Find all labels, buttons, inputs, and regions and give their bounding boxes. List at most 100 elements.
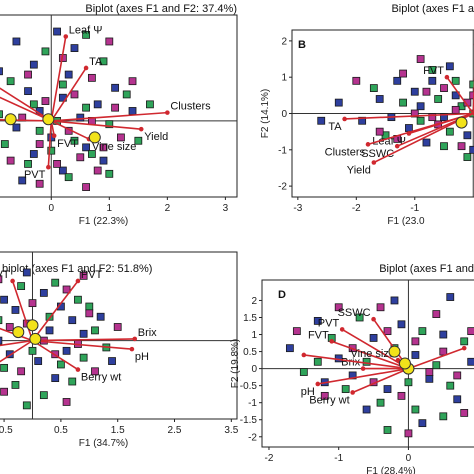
variable-vector [47, 120, 53, 168]
observation-point-green [6, 77, 15, 86]
observation-point-green [399, 98, 407, 107]
vector-tip [461, 345, 467, 351]
observation-point-magenta [292, 327, 301, 336]
variable-vector [32, 338, 135, 342]
observation-point-blue [62, 346, 71, 355]
observation-point-magenta [411, 337, 420, 346]
x-tick-label: -2 [265, 453, 274, 464]
observation-point-magenta [6, 156, 15, 165]
observation-point-green [134, 136, 143, 145]
observation-point-magenta [352, 76, 361, 85]
x-tick-label: -0.5 [0, 425, 13, 436]
vector-tip [350, 390, 355, 395]
vector-tip [444, 74, 450, 80]
vector-label: Berry wt [81, 372, 121, 384]
observation-point-blue [22, 268, 31, 277]
observation-point-green [122, 90, 131, 99]
x-tick-label: -1 [334, 453, 343, 464]
variable-vector [446, 76, 474, 114]
variable-vector [51, 120, 142, 130]
y-tick-label: -1.5 [240, 415, 258, 426]
vector-label: PVT [81, 269, 103, 281]
vector-tip [165, 110, 170, 115]
vector-label: pH [135, 351, 149, 363]
observation-point-magenta [91, 367, 99, 376]
observation-point-magenta [439, 347, 448, 356]
observation-point-blue [428, 76, 437, 85]
variable-vector [303, 354, 409, 370]
observation-point-green [0, 140, 9, 148]
observation-point-green [434, 95, 443, 103]
observation-point-magenta [440, 84, 448, 92]
y-tick-label: 0 [281, 109, 287, 120]
variable-vector [51, 111, 168, 122]
group-centroid [42, 113, 55, 126]
observation-point-magenta [375, 127, 384, 136]
plot-frame [0, 14, 238, 198]
observation-point-green [24, 160, 32, 168]
observation-point-green [28, 346, 37, 355]
observation-point-green [460, 337, 469, 346]
observation-point-blue [393, 76, 402, 85]
observation-point-green [411, 405, 420, 414]
vector-label: SSWC [338, 307, 371, 319]
observation-point-blue [334, 98, 343, 107]
vector-tip [394, 143, 400, 149]
vector-tip [51, 133, 57, 139]
y-tick-label: 1 [251, 330, 257, 341]
observation-point-blue [397, 320, 406, 329]
observation-point-green [416, 116, 425, 125]
variable-vector [0, 339, 33, 347]
observation-point-magenta [82, 183, 90, 191]
vector-tip [371, 160, 377, 165]
observation-point-magenta [416, 55, 425, 63]
y-tick-label: 0 [251, 364, 257, 375]
observation-point-green [35, 126, 44, 135]
variable-vector [50, 67, 87, 122]
variable-vector [32, 339, 132, 350]
observation-point-blue [445, 62, 454, 71]
observation-point-green [41, 47, 50, 56]
observation-point-magenta [0, 387, 8, 396]
observation-point-blue [375, 95, 384, 103]
x-axis-label: F1 (23.0 [387, 216, 425, 227]
observation-point-green [404, 378, 413, 387]
group-centroid [4, 113, 17, 126]
y-tick-label: -1 [278, 145, 287, 156]
vector-label: Brix [341, 357, 360, 369]
observation-point-magenta [28, 299, 37, 308]
vector-tip [75, 278, 81, 284]
x-axis-label: F1 (34.7%) [79, 438, 128, 449]
observation-point-blue [5, 350, 14, 359]
observation-point-magenta [428, 113, 437, 122]
vector-label: FVT [308, 329, 329, 341]
observation-point-blue [34, 357, 43, 365]
observation-point-magenta [432, 310, 441, 318]
observation-point-green [369, 84, 378, 92]
x-tick-label: 3.5 [224, 425, 238, 436]
observation-point-green [29, 100, 38, 109]
observation-point-blue [467, 357, 474, 366]
observation-point-green [299, 368, 308, 376]
observation-point-blue [64, 70, 73, 79]
observation-point-blue [51, 374, 60, 383]
panel-letter: D [278, 289, 286, 301]
observation-point-magenta [376, 303, 385, 312]
x-tick-label: 1.5 [111, 425, 125, 436]
y-axis-label: F2 (14.1%) [260, 89, 271, 138]
observation-point-green [51, 278, 60, 287]
observation-point-magenta [334, 303, 343, 312]
y-tick-label: -0.5 [240, 381, 258, 392]
observation-point-magenta [24, 70, 32, 79]
observation-point-blue [79, 329, 88, 338]
observation-point-blue [39, 288, 48, 297]
observation-point-magenta [422, 87, 431, 96]
observation-point-green [0, 363, 8, 372]
vector-label: Yield [144, 131, 168, 143]
observation-point-green [428, 66, 437, 74]
observation-point-green [82, 103, 90, 112]
observation-point-blue [317, 116, 326, 125]
variable-vector [331, 340, 409, 370]
x-tick-label: -3 [293, 203, 302, 214]
group-centroid [88, 131, 101, 144]
